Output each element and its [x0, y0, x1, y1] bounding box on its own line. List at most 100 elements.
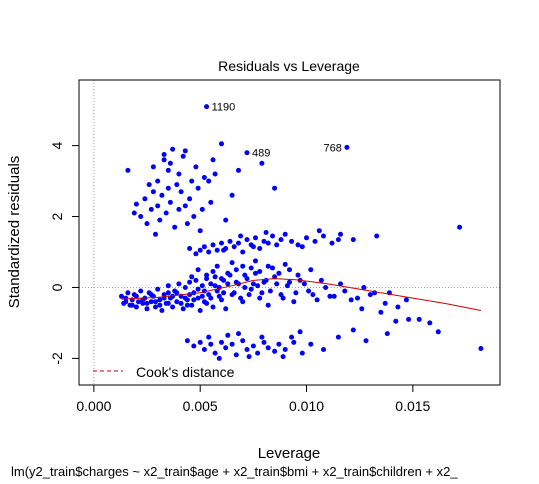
data-point [270, 233, 275, 239]
data-point [435, 329, 441, 335]
data-point [265, 240, 271, 246]
data-point [150, 189, 156, 195]
data-point [244, 237, 250, 243]
data-point [201, 244, 207, 250]
data-point [265, 345, 271, 351]
data-point [355, 295, 360, 301]
point-label-1190: 1190 [212, 102, 236, 114]
data-point [306, 288, 312, 294]
data-point [361, 285, 367, 290]
data-point [378, 309, 384, 315]
data-point [187, 279, 193, 285]
data-point [167, 160, 173, 166]
data-point [221, 247, 227, 253]
data-point [148, 299, 154, 305]
point-label-489: 489 [252, 148, 270, 160]
data-point [233, 267, 239, 273]
data-point [165, 167, 171, 173]
data-point [182, 295, 188, 301]
data-point [225, 270, 231, 276]
data-point [250, 343, 256, 349]
x-tick-label: 0.005 [183, 398, 218, 414]
data-point [199, 283, 205, 289]
data-point [123, 299, 129, 305]
data-point [210, 269, 216, 274]
data-point [276, 270, 282, 276]
data-point [323, 285, 329, 290]
data-point [267, 288, 273, 294]
data-point [199, 293, 205, 299]
data-point [299, 350, 305, 356]
data-point [250, 244, 256, 250]
data-point [259, 334, 265, 340]
data-point [229, 192, 235, 198]
data-point [150, 164, 156, 170]
data-point [238, 295, 244, 301]
data-point [138, 214, 144, 219]
data-point [159, 192, 165, 198]
data-point [165, 185, 171, 191]
data-point [178, 189, 184, 195]
data-point [197, 339, 203, 345]
data-point [146, 182, 152, 188]
data-point [295, 272, 301, 278]
data-point [253, 235, 258, 241]
y-tick-label: -2 [49, 352, 65, 365]
data-point [206, 334, 212, 340]
data-point [367, 292, 373, 298]
data-point [310, 292, 316, 298]
data-point [406, 316, 412, 322]
data-point [257, 269, 263, 274]
data-point [219, 240, 224, 246]
data-point [195, 185, 201, 191]
data-point [197, 228, 203, 234]
data-point [248, 286, 254, 292]
data-point [221, 290, 227, 296]
data-point [142, 196, 148, 202]
data-point [280, 354, 286, 360]
data-point [197, 247, 203, 253]
data-point [270, 265, 275, 271]
data-point [138, 288, 144, 294]
data-point [125, 167, 131, 173]
data-point [223, 345, 229, 351]
y-tick-label: 2 [49, 212, 65, 220]
data-point [163, 210, 169, 216]
data-point [242, 285, 248, 290]
data-point [231, 244, 237, 250]
data-point [165, 300, 171, 306]
data-point [263, 277, 269, 283]
data-point [255, 350, 261, 356]
data-point [244, 347, 250, 352]
data-point [133, 201, 139, 207]
data-point [299, 244, 305, 250]
data-point [263, 230, 269, 235]
data-point [350, 327, 356, 333]
data-point [140, 300, 146, 306]
data-point [427, 320, 433, 326]
data-point [321, 233, 326, 239]
data-point [184, 221, 190, 227]
data-point [374, 233, 380, 239]
data-point [246, 292, 252, 298]
data-point [312, 238, 318, 244]
data-point [195, 286, 201, 292]
data-point [144, 306, 150, 312]
data-point [233, 352, 239, 358]
data-point [395, 304, 401, 310]
data-point [227, 238, 233, 244]
data-point [403, 297, 409, 303]
data-point [206, 178, 212, 184]
data-point [314, 297, 320, 303]
data-point [240, 338, 246, 344]
data-point [125, 290, 131, 296]
data-point [295, 242, 301, 248]
data-point [293, 290, 299, 296]
labeled-data-point [204, 104, 210, 110]
data-point [308, 341, 314, 347]
data-point [210, 242, 216, 248]
data-point [191, 297, 197, 303]
data-point [335, 237, 341, 243]
data-point [342, 288, 348, 294]
